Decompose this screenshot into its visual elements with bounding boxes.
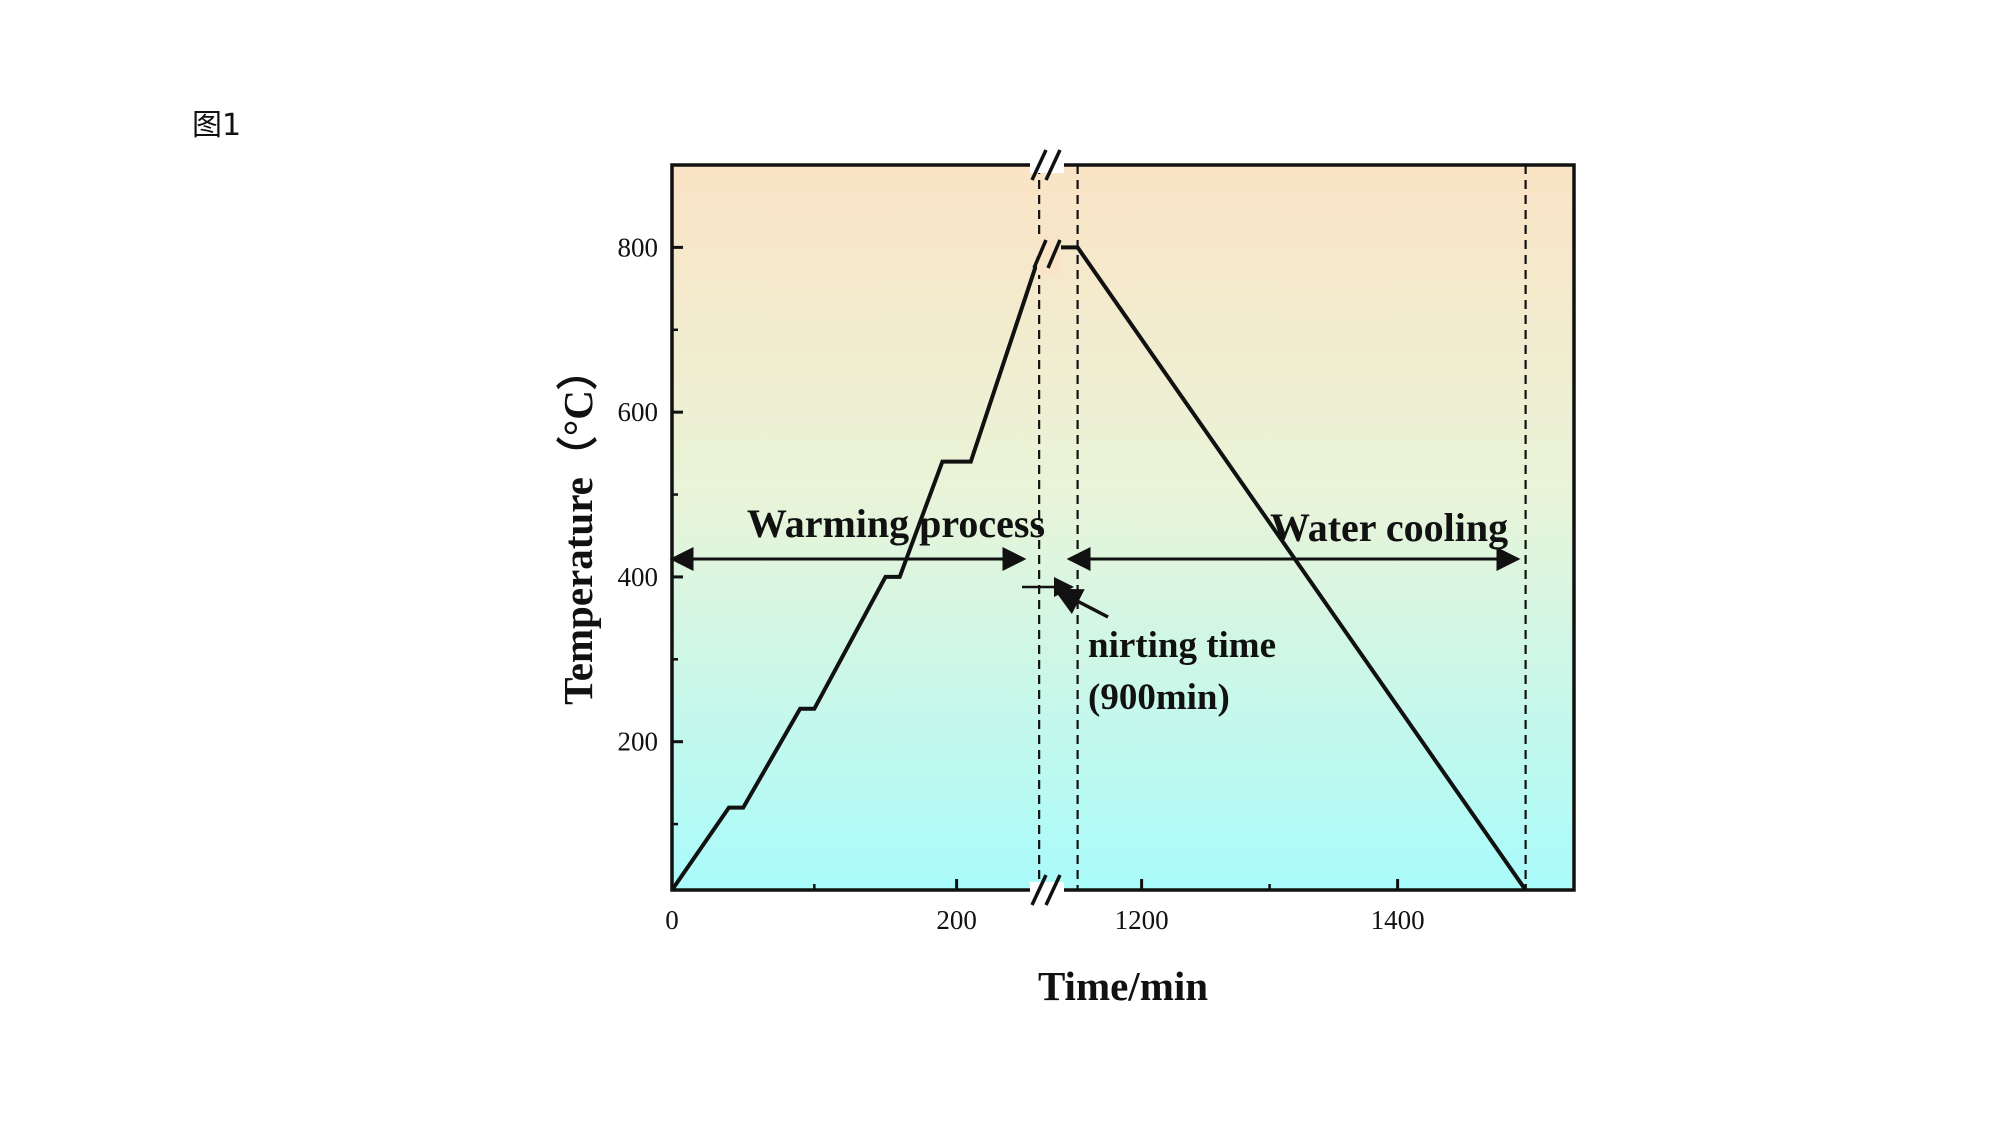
axis-break-top	[1030, 149, 1062, 181]
x-axis-title: Time/min	[1038, 963, 1208, 1009]
x-tick-label-200: 200	[936, 905, 977, 935]
annotation-warming-process: Warming process	[747, 501, 1045, 546]
y-tick-label-600: 600	[618, 397, 659, 427]
x-tick-label-0: 0	[665, 905, 679, 935]
x-tick-label-1200: 1200	[1115, 905, 1169, 935]
annotation-nirting-duration: (900min)	[1088, 677, 1230, 718]
nirting-pointer-arrow	[1053, 588, 1109, 619]
y-tick-label-200: 200	[618, 727, 659, 757]
y-axis-title: Temperature（°C）	[555, 349, 601, 705]
plot-frame	[670, 163, 1576, 892]
y-tick-label-800: 800	[618, 232, 659, 262]
plot-background	[672, 165, 1574, 890]
annotation-water-cooling: Water cooling	[1270, 505, 1508, 550]
y-tick-label-400: 400	[618, 562, 659, 592]
axis-break-bottom	[1030, 874, 1062, 906]
x-tick-label-1400: 1400	[1371, 905, 1425, 935]
line-break-marks	[1032, 239, 1062, 269]
figure-label: 图1	[192, 108, 242, 143]
annotation-nirting-time: nirting time	[1088, 625, 1276, 666]
